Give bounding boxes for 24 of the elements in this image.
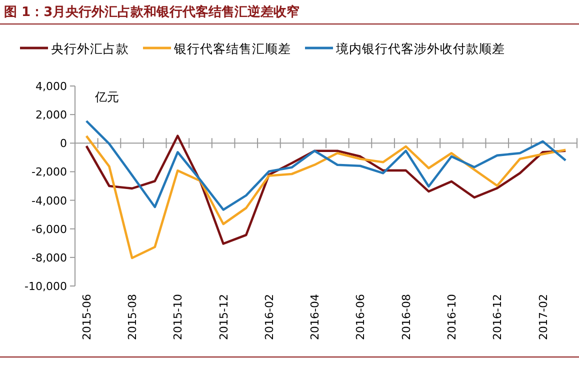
x-tick-label: 2017-02: [536, 294, 550, 340]
x-tick-label: 2016-04: [308, 294, 322, 340]
y-tick-label: -10,000: [24, 280, 67, 293]
y-tick-label: 0: [60, 137, 67, 150]
legend-label: 银行代客结售汇顺差: [173, 41, 291, 56]
legend-label: 境内银行代客涉外收付款顺差: [335, 41, 505, 56]
legend-label: 央行外汇占款: [51, 41, 129, 56]
chart-title: 图 1：3月央行外汇占款和银行代客结售汇逆差收窄: [4, 4, 300, 20]
y-tick-label: 2,000: [36, 108, 67, 122]
y-tick-label: 4,000: [36, 80, 67, 93]
y-axis-title: 亿元: [94, 90, 119, 104]
x-tick-label: 2016-06: [354, 294, 368, 340]
y-tick-label: -6,000: [32, 222, 67, 236]
y-tick-label: -8,000: [32, 251, 67, 264]
x-tick-label: 2016-08: [400, 294, 413, 340]
x-tick-label: 2015-12: [217, 294, 230, 340]
x-tick-label: 2016-12: [491, 294, 504, 340]
x-tick-label: 2015-08: [126, 294, 140, 340]
x-tick-label: 2015-10: [172, 294, 185, 340]
x-tick-label: 2016-10: [446, 294, 458, 340]
y-tick-label: -4,000: [32, 194, 67, 208]
y-tick-label: -2,000: [32, 166, 67, 179]
x-tick-label: 2015-06: [80, 294, 94, 340]
x-tick-label: 2016-02: [262, 294, 276, 340]
